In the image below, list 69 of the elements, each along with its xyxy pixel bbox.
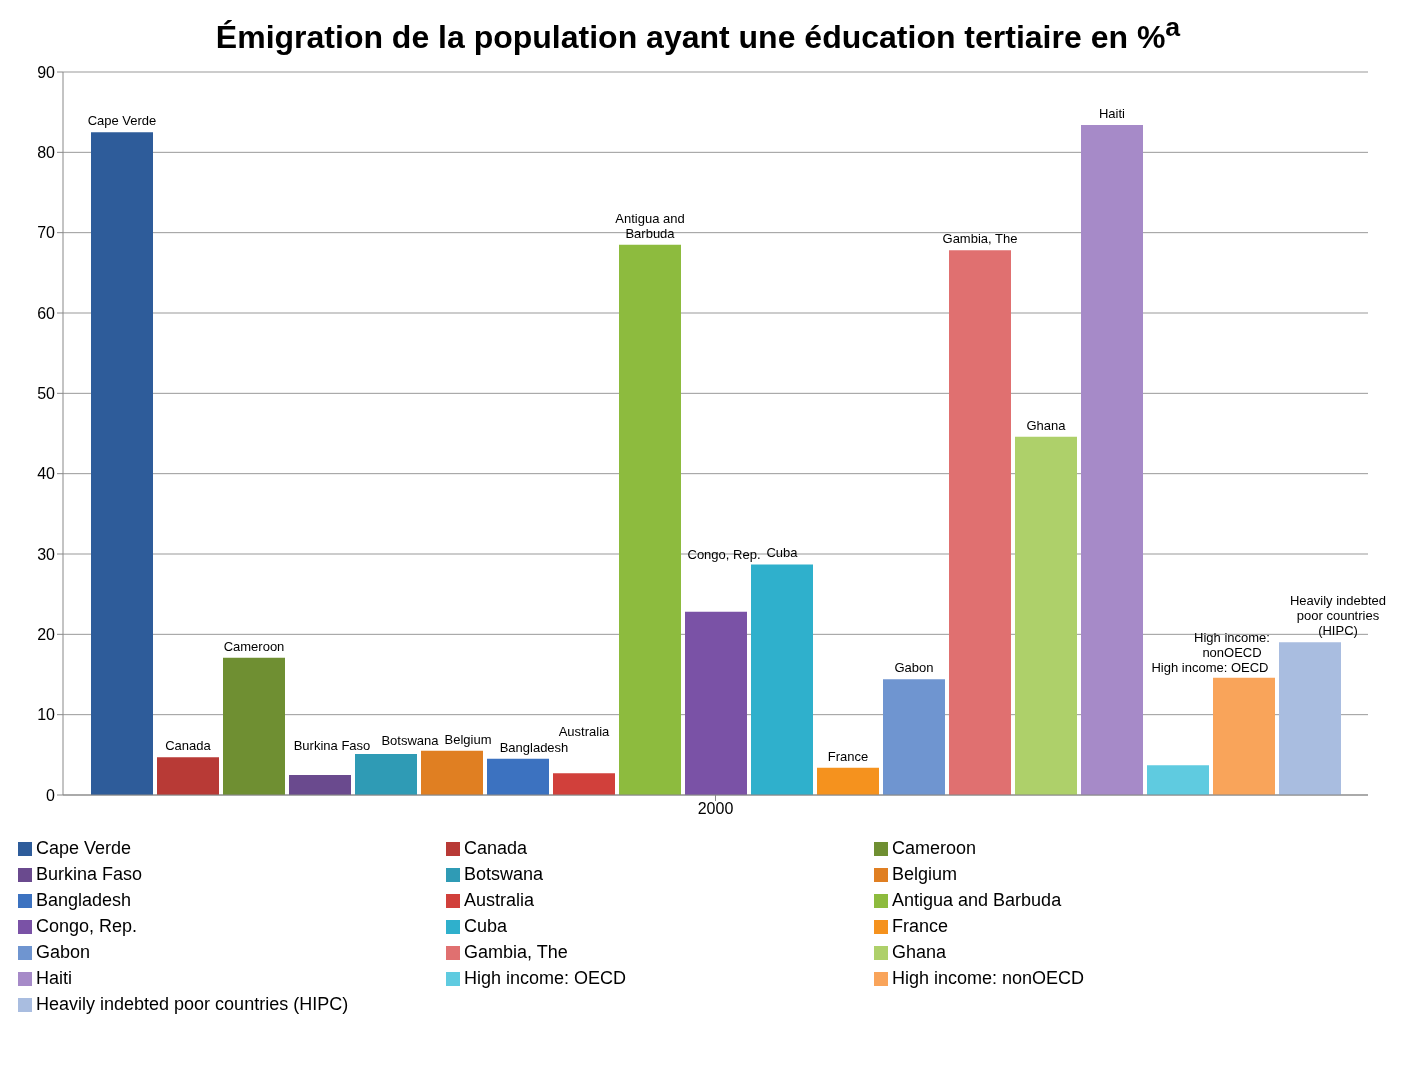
legend-label: Australia [464, 888, 536, 912]
y-tick-label: 20 [37, 625, 56, 643]
bar [1213, 677, 1275, 795]
text: Gambia, The [942, 231, 1018, 246]
legend-label: Antigua and Barbuda [892, 888, 1063, 912]
bar [685, 611, 747, 795]
legend-label: Canada [464, 836, 529, 860]
legend-label: Heavily indebted poor countries (HIPC) [36, 992, 350, 1016]
legend-label: Ghana [892, 940, 948, 964]
text: Canada [165, 737, 211, 753]
text: France [827, 748, 869, 764]
legend-label: Cape Verde [36, 836, 133, 860]
y-tick-label: 0 [46, 786, 56, 804]
bar [421, 750, 483, 795]
text: Haiti [1098, 105, 1126, 121]
legend-label: Congo, Rep. [36, 914, 139, 938]
legend-label: High income: nonOECD [892, 966, 1086, 990]
bar [1279, 642, 1341, 795]
y-tick-label: 90 [37, 63, 56, 81]
legend-label: France [892, 914, 950, 938]
legend-label: Burkina Faso [36, 862, 144, 886]
legend-label: Botswana [464, 862, 545, 886]
bar [1147, 764, 1209, 795]
bar [553, 772, 615, 795]
y-tick-label: 50 [37, 384, 56, 402]
legend-label: Cuba [464, 914, 509, 938]
legend-label: Haiti [36, 966, 73, 990]
bar [157, 756, 219, 795]
text: Cuba [766, 545, 798, 561]
text: Ghana [1026, 417, 1066, 433]
text: High income: nonOECD [1194, 629, 1270, 660]
text: Cape Verde [87, 112, 157, 128]
bar [223, 657, 285, 795]
legend-label: Belgium [892, 862, 959, 886]
bar [949, 250, 1011, 795]
y-tick-label: 60 [37, 304, 56, 322]
text: Antigua and Barbuda [615, 210, 685, 241]
y-tick-label: 40 [37, 465, 56, 482]
legend-label: Cameroon [892, 836, 978, 860]
y-tick-label: 80 [37, 143, 56, 161]
bar [751, 564, 813, 795]
x-tick-label: 2000 [697, 800, 734, 818]
text: Botswana [381, 732, 439, 748]
text: Belgium [444, 731, 492, 747]
bar [355, 753, 417, 795]
text: Cameroon [223, 638, 285, 654]
text: Gabon [894, 659, 934, 675]
text: Australia [558, 723, 610, 739]
text: Burkina Faso [293, 737, 371, 753]
legend-label: Bangladesh [36, 888, 133, 912]
text: Bangladesh [499, 739, 569, 755]
text: Congo, Rep. [687, 546, 761, 562]
bar [487, 758, 549, 795]
chart-title: Émigration de la population ayant une éducation tertiaire en %$^{a}$ [214, 11, 1182, 56]
bar [1081, 124, 1143, 795]
legend-label: Gambia, The [464, 940, 569, 964]
text: High income: OECD [1151, 659, 1269, 675]
bar [289, 774, 351, 795]
y-tick-label: 30 [37, 545, 56, 563]
bar [619, 244, 681, 795]
legend-label: Gabon [36, 940, 92, 964]
y-tick-label: 10 [37, 706, 56, 723]
legend-label: High income: OECD [464, 966, 628, 990]
bar [817, 767, 879, 795]
text: Heavily indebted poor countries (HIPC) [1289, 593, 1387, 639]
y-tick-label: 70 [37, 224, 56, 241]
bar [883, 678, 945, 795]
bar [91, 131, 153, 795]
bar [1015, 436, 1077, 795]
